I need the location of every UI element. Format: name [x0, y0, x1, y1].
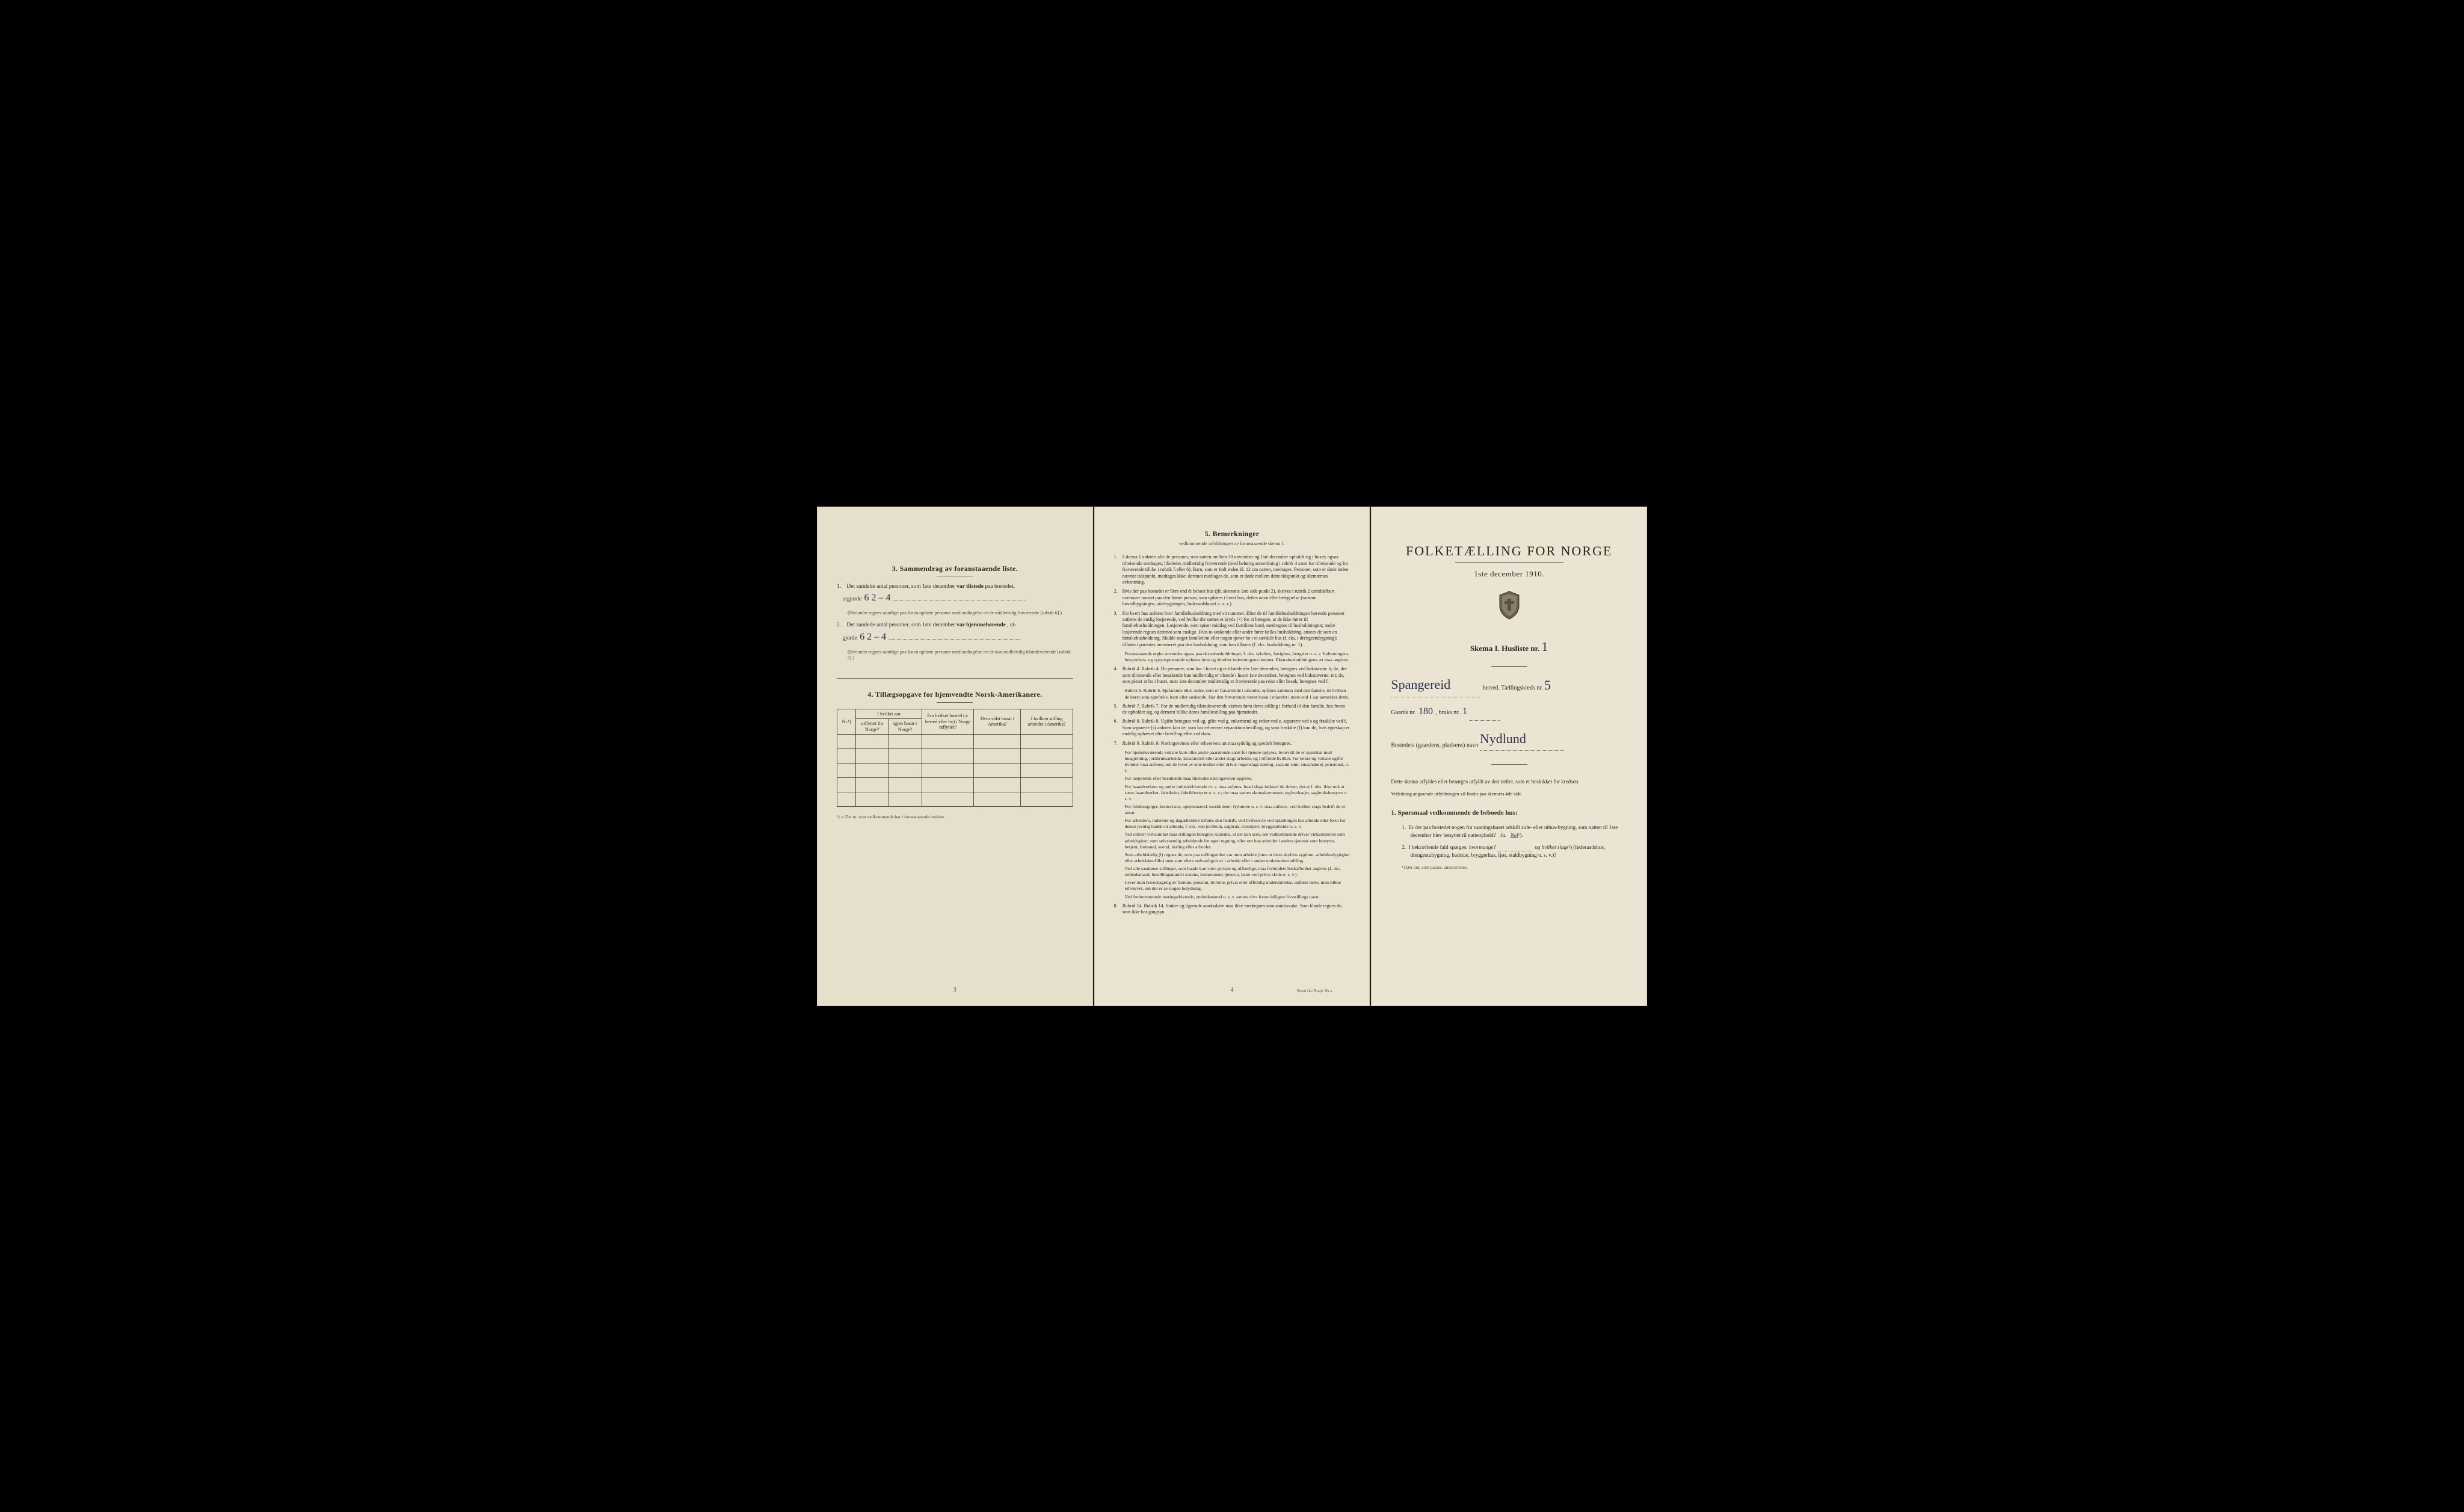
printer-imprint: Steen'ske Bogtr. Kr.a.	[1297, 989, 1334, 994]
remarks-list: 1. I skema 1 anføres alle de personer, s…	[1114, 554, 1351, 915]
remark-7-sub-0: For hjemmeværende voksne barn eller andr…	[1125, 750, 1351, 774]
remark-7-sub-9: Ved forhenværende næringsdrivende, embed…	[1125, 894, 1351, 900]
page-number: 3	[953, 986, 956, 995]
section-5-subheading: vedkommende utfyldningen av foranstaaend…	[1114, 541, 1351, 548]
instruction-subtext: Veiledning angaaende utfyldningen vil fi…	[1391, 791, 1627, 798]
handwritten-gaards-nr: 180	[1418, 703, 1433, 721]
page-3-footnote: ¹) Det ord, som passer, understrekes.	[1402, 865, 1627, 871]
divider	[937, 702, 973, 703]
divider	[1455, 562, 1563, 563]
remark-7-sub-6: Som arbeidsledig (l) regnes de, som paa …	[1125, 852, 1351, 864]
instruction-text: Dette skema utfyldes eller besørges utfy…	[1391, 778, 1627, 786]
col-nr: Nr.¹)	[837, 709, 856, 735]
remark-7-sub-4: For arbeidere, inderster og dagarbeidere…	[1125, 818, 1351, 830]
table-row	[837, 735, 1073, 749]
section-4-heading: 4. Tillægsopgave for hjemvendte Norsk-Am…	[837, 690, 1073, 699]
emigrant-table: Nr.¹) I hvilket aar Fra hvilket bosted (…	[837, 709, 1073, 807]
summary-item-1: 1. Det samlede antal personer, som 1ste …	[837, 582, 1073, 605]
page-2: 5. Bemerkninger vedkommende utfyldningen…	[1094, 507, 1370, 1006]
section-3-heading: 3. Sammendrag av foranstaaende liste.	[837, 564, 1073, 573]
table-footnote: ¹) ɔ: Det nr. som vedkommende har i fora…	[837, 814, 1073, 820]
remark-7-sub-3: For fuldmægtiger, kontorister, opsynsmæn…	[1125, 804, 1351, 816]
questions-heading: 1. Spørsmaal vedkommende de beboede hus:	[1391, 809, 1627, 818]
skema-line: Skema I. Husliste nr. 1	[1391, 638, 1627, 656]
divider	[1491, 764, 1527, 765]
remark-7-sub-7: Ved alle saadanne stillinger, som baade …	[1125, 866, 1351, 878]
coat-of-arms-icon	[1391, 590, 1627, 625]
bosted-line: Bostedets (gaardens, pladsens) navn Nydl…	[1391, 727, 1627, 751]
handwritten-bruks-nr: 1	[1462, 703, 1467, 721]
page-1: 3. Sammendrag av foranstaaende liste. 1.…	[817, 507, 1093, 1006]
question-1: 1. Er der paa bostedet nogen fra vaaning…	[1402, 824, 1627, 840]
remark-7-sub-5: Ved enhver virksomhet maa stillingen bet…	[1125, 832, 1351, 850]
remark-5: 5. Rubrik 7. Rubrik 7. For de midlertidi…	[1114, 703, 1351, 716]
table-row	[837, 749, 1073, 764]
col-year-group: I hvilket aar	[856, 709, 922, 719]
remark-3: 3. For hvert hus anføres hver familiehus…	[1114, 611, 1351, 648]
col-emigrated: utflyttet fra Norge?	[856, 719, 889, 735]
col-position: I hvilken stilling arbeidet i Amerika?	[1021, 709, 1073, 735]
item-1-note: (Herunder regnes samtlige paa listen opf…	[848, 610, 1073, 616]
col-from-where: Fra hvilket bosted (ɔ: herred eller by) …	[922, 709, 973, 735]
remark-6: 6. Rubrik 8. Rubrik 8. Ugifte betegnes v…	[1114, 718, 1351, 737]
remark-8: 8. Rubrik 14. Rubrik 14. Sinker og ligne…	[1114, 903, 1351, 916]
handwritten-husliste-nr: 1	[1542, 639, 1548, 654]
remark-7: 7. Rubrik 9. Rubrik 9. Næringsveiens ell…	[1114, 741, 1351, 747]
section-5-heading: 5. Bemerkninger	[1114, 529, 1351, 538]
remark-7-sub-1: For losjerende eller besøkende maa likel…	[1125, 776, 1351, 782]
remark-7-sub-2: For haandverkere og andre industridriven…	[1125, 784, 1351, 802]
handwritten-count-1: 6 2 – 4	[864, 591, 891, 605]
main-title: FOLKETÆLLING FOR NORGE	[1391, 542, 1627, 560]
divider	[1491, 666, 1527, 667]
remark-4: 4. Rubrik 4. Rubrik 4. De personer, som …	[1114, 666, 1351, 685]
handwritten-kreds-nr: 5	[1544, 677, 1551, 693]
handwritten-count-2: 6 2 – 4	[860, 630, 886, 644]
remark-3-sub: Foranstaaende regler anvendes ogsaa paa …	[1125, 651, 1351, 663]
handwritten-herred: Spangereid	[1391, 677, 1450, 692]
table-row	[837, 764, 1073, 778]
item-2-note: (Herunder regnes samtlige paa listen opf…	[848, 649, 1073, 662]
col-last-america: Hvor sidst bosat i Amerika?	[974, 709, 1021, 735]
handwritten-bosted: Nydlund	[1480, 731, 1526, 746]
table-row	[837, 792, 1073, 807]
remark-4-sub: Rubrik 6. Rubrik 6. Sjøfarende eller and…	[1125, 688, 1351, 700]
question-2: 2. I bekræftende fald spørges: hvormange…	[1402, 844, 1627, 860]
main-subtitle: 1ste december 1910.	[1391, 569, 1627, 579]
col-returned: igjen bosat i Norge?	[889, 719, 922, 735]
page-3: FOLKETÆLLING FOR NORGE 1ste december 191…	[1371, 507, 1647, 1006]
gaards-line: Gaards nr. 180 , bruks nr. 1	[1391, 703, 1627, 721]
remark-7-sub-8: Lever man hovedsagelig av formue, pensio…	[1125, 880, 1351, 892]
remark-1: 1. I skema 1 anføres alle de personer, s…	[1114, 554, 1351, 585]
census-document: 3. Sammendrag av foranstaaende liste. 1.…	[817, 507, 1647, 1006]
page-number: 4	[1231, 986, 1234, 995]
herred-line: Spangereid herred. Tællingskreds nr. 5	[1391, 673, 1627, 697]
table-row	[837, 778, 1073, 792]
summary-item-2: 2. Det samlede antal personer, som 1ste …	[837, 621, 1073, 644]
remark-2: 2. Hvis der paa bostedet er flere end ét…	[1114, 588, 1351, 607]
